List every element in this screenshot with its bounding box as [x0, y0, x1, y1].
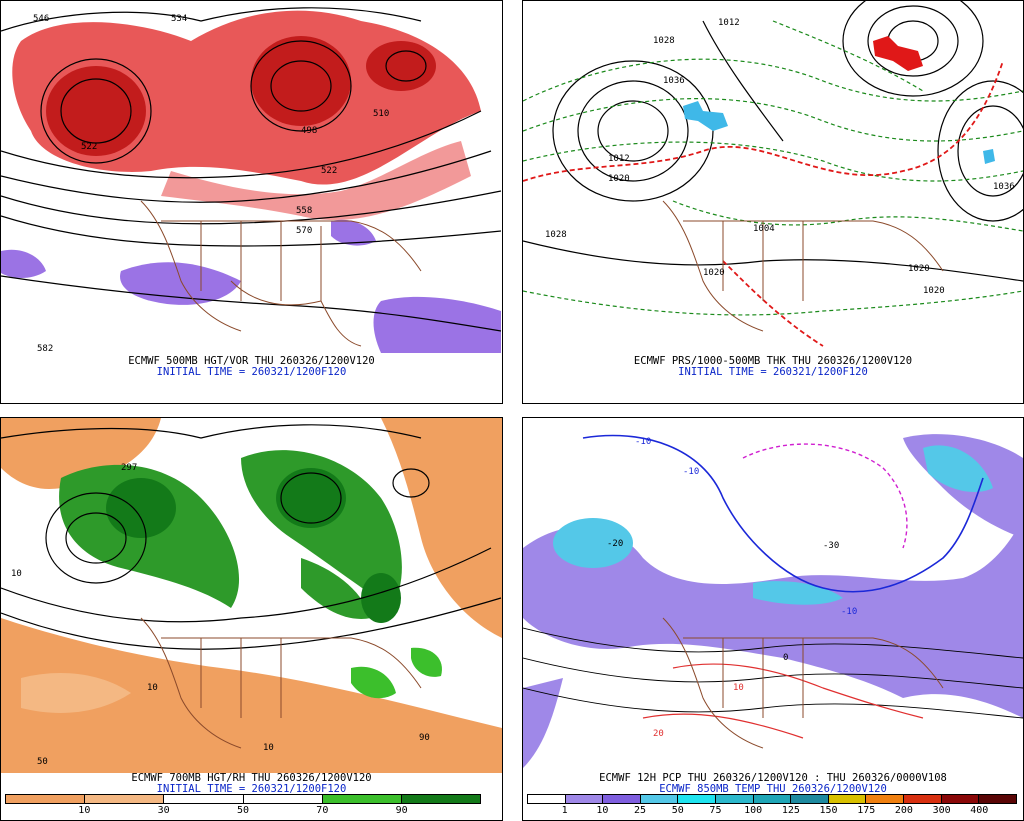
pcp-colorbar-label: 100 — [744, 805, 763, 816]
contour-label: 498 — [301, 126, 317, 136]
pcp-colorbar-cells — [527, 794, 1017, 804]
pcp-colorbar-swatch — [565, 795, 604, 803]
contour-label: 522 — [321, 166, 337, 176]
contour-label: 510 — [373, 109, 389, 119]
pcp-colorbar-label: 10 — [596, 805, 609, 816]
contour-label: 1028 — [653, 36, 675, 46]
pcp-colorbar: 1 10 25 50 75 100 125 150 175 200 300 400 — [527, 794, 1017, 816]
contour-label: -10 — [635, 437, 651, 447]
rh-colorbar-swatch — [85, 795, 165, 803]
panel-caption: ECMWF 12H PCP THU 260326/1200V120 : THU … — [523, 773, 1023, 795]
contour-label: 582 — [37, 344, 53, 353]
pcp-colorbar-label: 25 — [634, 805, 647, 816]
caption-line-2: INITIAL TIME = 260321/1200F120 — [156, 366, 347, 378]
contour-label: 297 — [121, 463, 137, 473]
map-500mb-hgt-vor: 546 534 522 498 510 522 558 570 582 — [1, 1, 502, 353]
pcp-colorbar-swatch — [828, 795, 867, 803]
contour-label: 10 — [147, 683, 158, 693]
contour-label: 10 — [11, 569, 22, 579]
panel-500mb-hgt-vor: 546 534 522 498 510 522 558 570 582 ECMW… — [0, 0, 503, 404]
pcp-colorbar-swatch — [979, 795, 1016, 803]
contour-label: 1028 — [545, 230, 567, 240]
rh-colorbar-label: 30 — [157, 805, 170, 816]
rh-colorbar-label: 90 — [395, 805, 408, 816]
rh-colorbar-labels: 10 30 50 70 90 — [5, 804, 481, 816]
pcp-colorbar-label: 125 — [781, 805, 800, 816]
contour-label: 1020 — [908, 264, 930, 274]
pcp-colorbar-label: 300 — [932, 805, 951, 816]
contour-label: 1004 — [753, 224, 775, 234]
contour-label: 558 — [296, 206, 312, 216]
pcp-colorbar-label: 75 — [709, 805, 722, 816]
contour-label: 10 — [263, 743, 274, 753]
caption-line-2: INITIAL TIME = 260321/1200F120 — [156, 783, 347, 795]
contour-label: -30 — [823, 541, 839, 551]
pcp-colorbar-labels: 1 10 25 50 75 100 125 150 175 200 300 400 — [527, 804, 1017, 816]
pcp-colorbar-swatch — [866, 795, 905, 803]
contour-label: 50 — [37, 757, 48, 767]
panel-pcp-850mb-temp: -10 -10 -20 -30 -10 0 10 20 ECMWF 12H PC… — [522, 417, 1024, 821]
pcp-colorbar-label: 200 — [894, 805, 913, 816]
contour-label: 20 — [653, 729, 664, 739]
contour-label: 0 — [783, 653, 788, 663]
contour-label: 1020 — [703, 268, 725, 278]
pcp-colorbar-swatch — [941, 795, 980, 803]
map-700mb-hgt-rh: 297 10 10 10 50 90 — [1, 418, 502, 773]
pcp-colorbar-swatch — [678, 795, 717, 803]
contour-label: -20 — [607, 539, 623, 549]
pcp-colorbar-label: 1 — [561, 805, 568, 816]
rh-colorbar-swatch — [6, 795, 86, 803]
contour-label: 90 — [419, 733, 430, 743]
panel-caption: ECMWF 700MB HGT/RH THU 260326/1200V120 I… — [1, 773, 502, 795]
pcp-colorbar-label: 50 — [671, 805, 684, 816]
rh-colorbar-swatch — [401, 795, 481, 803]
contour-label: 534 — [171, 14, 187, 24]
pcp-colorbar-label: 400 — [970, 805, 989, 816]
pcp-colorbar-swatch — [753, 795, 792, 803]
contour-label: -10 — [683, 467, 699, 477]
contour-label: 570 — [296, 226, 312, 236]
pcp-colorbar-label: 175 — [857, 805, 876, 816]
rh-colorbar-cells — [5, 794, 481, 804]
contour-label: 10 — [733, 683, 744, 693]
contour-label: 546 — [33, 14, 49, 24]
contour-label: 522 — [81, 142, 97, 152]
caption-line-1: ECMWF 500MB HGT/VOR THU 260326/1200V120 — [128, 355, 375, 367]
rh-colorbar-swatch — [243, 795, 323, 803]
panel-700mb-hgt-rh: 297 10 10 10 50 90 ECMWF 700MB HGT/RH TH… — [0, 417, 503, 821]
rh-colorbar-swatch — [164, 795, 244, 803]
panel-prs-thk: 1012 1028 1036 1012 1020 1028 1004 1020 … — [522, 0, 1024, 404]
contour-label: 1036 — [663, 76, 685, 86]
contour-label: 1012 — [718, 18, 740, 28]
caption-line-1: ECMWF PRS/1000-500MB THK THU 260326/1200… — [633, 355, 913, 367]
contour-label: 1012 — [608, 154, 630, 164]
contour-label: 1036 — [993, 182, 1015, 192]
map-pcp-850mb-temp: -10 -10 -20 -30 -10 0 10 20 — [523, 418, 1023, 773]
contour-label: 1020 — [608, 174, 630, 184]
pcp-colorbar-swatch — [791, 795, 829, 803]
contour-label: -10 — [841, 607, 857, 617]
pcp-colorbar-swatch — [640, 795, 679, 803]
panel-caption: ECMWF 500MB HGT/VOR THU 260326/1200V120 … — [1, 356, 502, 378]
pcp-colorbar-swatch — [528, 795, 566, 803]
caption-line-1: ECMWF 700MB HGT/RH THU 260326/1200V120 — [131, 772, 372, 784]
caption-line-1: ECMWF 12H PCP THU 260326/1200V120 : THU … — [599, 772, 947, 784]
rh-colorbar-swatch — [322, 795, 402, 803]
panel-caption: ECMWF PRS/1000-500MB THK THU 260326/1200… — [523, 356, 1023, 378]
rh-colorbar-label: 50 — [236, 805, 250, 816]
caption-line-2: ECMWF 850MB TEMP THU 260326/1200V120 — [659, 783, 887, 795]
caption-line-2: INITIAL TIME = 260321/1200F120 — [678, 366, 868, 378]
pcp-colorbar-swatch — [603, 795, 641, 803]
rh-colorbar-label: 70 — [316, 805, 329, 816]
rh-colorbar: 10 30 50 70 90 — [5, 794, 481, 816]
rh-colorbar-label: 10 — [78, 805, 91, 816]
contour-label: 1020 — [923, 286, 945, 296]
pcp-colorbar-label: 150 — [819, 805, 838, 816]
map-prs-thk: 1012 1028 1036 1012 1020 1028 1004 1020 … — [523, 1, 1023, 353]
pcp-colorbar-swatch — [904, 795, 942, 803]
pcp-colorbar-swatch — [716, 795, 754, 803]
